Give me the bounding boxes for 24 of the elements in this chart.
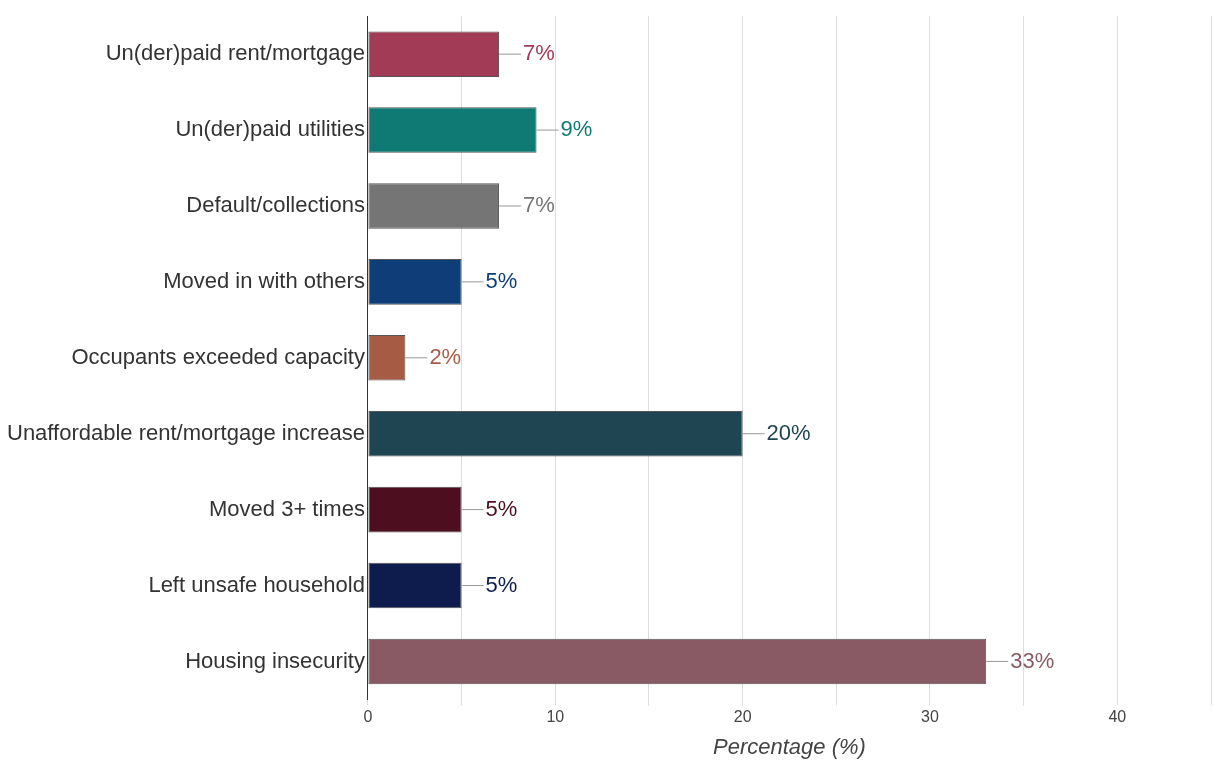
data-label: 7% bbox=[523, 40, 555, 66]
y-tick-label: Un(der)paid rent/mortgage bbox=[105, 40, 365, 66]
data-label: 5% bbox=[485, 495, 518, 521]
y-tick-label: Left unsafe household bbox=[148, 571, 365, 597]
x-tick-label: 0 bbox=[363, 708, 373, 726]
y-tick-label: Un(der)paid utilities bbox=[175, 116, 365, 142]
data-label: 9% bbox=[560, 116, 593, 142]
data-label: 5% bbox=[485, 571, 518, 597]
y-tick-label: Default/collections bbox=[186, 192, 365, 218]
x-tick-label: 10 bbox=[546, 708, 565, 726]
data-label: 5% bbox=[485, 267, 518, 293]
y-tick-label: Occupants exceeded capacity bbox=[71, 343, 365, 369]
y-tick-label: Unaffordable rent/mortgage increase bbox=[7, 419, 365, 445]
x-tick-label: 20 bbox=[733, 708, 752, 726]
y-tick-label: Moved 3+ times bbox=[209, 495, 365, 521]
data-label: 2% bbox=[429, 343, 462, 369]
data-label: 20% bbox=[766, 419, 811, 445]
x-tick-label: 40 bbox=[1108, 708, 1127, 726]
data-label: 33% bbox=[1010, 647, 1055, 673]
x-axis-title: Percentage (%) bbox=[713, 733, 866, 759]
y-tick-label: Moved in with others bbox=[163, 267, 365, 293]
data-label: 7% bbox=[523, 192, 555, 218]
x-tick-label: 30 bbox=[921, 708, 939, 726]
y-tick-label: Housing insecurity bbox=[185, 647, 365, 673]
